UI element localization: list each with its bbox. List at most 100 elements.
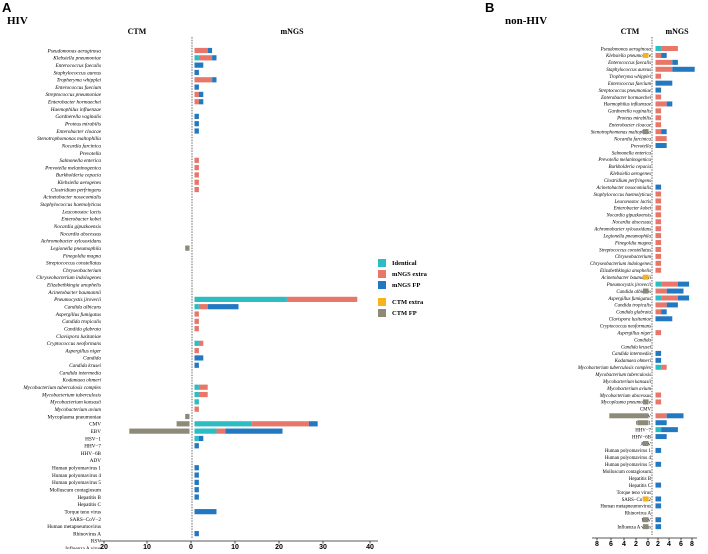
panel-b: B non-HIV CTM mNGS Pseudomonas aeruginos…	[485, 0, 697, 548]
category-label: Pseudomonas aeruginosa	[47, 48, 102, 54]
bar-mngs-extra	[655, 260, 662, 266]
category-label: Klebsiella aerogenes	[57, 180, 101, 186]
category-label: Chryseobacterium	[615, 255, 652, 260]
category-label: Candida glabrata	[616, 311, 651, 316]
bar-identical	[655, 281, 662, 287]
category-label: Candida tropicalis	[62, 319, 101, 325]
bar-mngs-extra	[655, 129, 662, 135]
category-label: Acinetobacter baumannii	[47, 290, 101, 296]
bar-ctm-fp	[642, 524, 649, 530]
category-label: Klebsiella pneumoniae	[605, 54, 652, 59]
bar-mngs-extra	[655, 191, 662, 197]
legend-swatch-mngs-fp	[378, 281, 386, 289]
category-label: Nocardia farcinica	[61, 142, 102, 149]
category-label: Candida intermedia	[612, 352, 652, 357]
x-tick-label: 40	[366, 544, 374, 549]
category-label: Pneumocystis jirovecii	[606, 283, 652, 288]
category-label: Human polyomavirus 4	[605, 456, 652, 461]
bar-mngs-fp	[655, 420, 667, 426]
bar-mngs-extra	[655, 101, 667, 107]
category-label: Candida albicans	[616, 290, 651, 295]
bar-mngs-fp	[672, 66, 695, 72]
category-label: Streptococcus constellatus	[599, 248, 651, 253]
category-label: Candida	[634, 338, 651, 343]
category-label: Enterobacter cloacae	[55, 129, 101, 135]
category-label: Achromobacter xylosoxidans	[40, 239, 101, 245]
bar-mngs-fp	[655, 517, 662, 523]
category-label: Mycobacterium avium	[53, 407, 101, 413]
bar-mngs-fp	[655, 87, 662, 93]
bar-ctm-extra	[642, 52, 649, 58]
legend-swatch-ctm-extra	[378, 298, 386, 306]
bar-mngs-fp	[194, 84, 199, 90]
category-label: Clavispora lusitaniae	[56, 334, 102, 340]
bar-identical	[655, 427, 662, 433]
legend-label-ctm-extra: CTM extra	[392, 299, 424, 306]
bar-mngs-extra	[655, 94, 662, 100]
category-label: Candida krusei	[69, 363, 101, 369]
bar-mngs-extra	[661, 295, 678, 301]
bar-mngs-extra	[194, 77, 213, 83]
category-label: Influenza A virus	[65, 545, 101, 549]
bar-mngs-extra	[194, 348, 199, 354]
bar-identical	[655, 46, 662, 51]
panel-b-title: non-HIV	[505, 15, 547, 27]
bar-mngs-fp	[677, 281, 690, 287]
category-label: Enterobacter hormaechei	[600, 96, 652, 101]
category-label: Stenotrophomonas maltophilia	[591, 130, 652, 135]
bar-mngs-fp	[655, 184, 662, 190]
category-label: Pseudomonas aeruginosa	[600, 47, 652, 52]
bar-mngs-extra	[655, 226, 662, 232]
panel-a-mngs-header: mNGS	[280, 27, 304, 36]
category-label: Staphylococcus haemolyticus	[594, 193, 652, 198]
category-label: Salmonella enterica	[612, 151, 652, 156]
category-label: Salmonella enterica	[59, 158, 101, 164]
category-label: HHV−7	[84, 444, 101, 450]
panel-a-label: A	[2, 0, 12, 15]
bar-ctm-fp	[642, 441, 649, 447]
legend-label-ctm-fp: CTM FP	[392, 310, 417, 317]
bar-mngs-fp	[661, 427, 678, 433]
bar-identical	[194, 304, 199, 310]
bar-mngs-extra	[251, 421, 309, 427]
bar-mngs-extra	[198, 384, 208, 390]
bar-mngs-extra	[655, 219, 662, 225]
category-label: Mycobacterium avium	[606, 387, 651, 392]
legend-swatch-ctm-fp	[378, 309, 386, 317]
bar-mngs-fp	[207, 47, 213, 54]
category-label: Candida intermedia	[59, 370, 101, 376]
bar-mngs-fp	[655, 350, 662, 356]
category-label: Candida glabrata	[64, 326, 101, 332]
category-label: Legionella pneumophila	[602, 234, 651, 239]
category-label: Enterobacter hormaechei	[47, 100, 102, 106]
category-label: Candida	[83, 356, 101, 362]
panel-a-ctm-header: CTM	[128, 27, 147, 36]
category-label: Finegoldia magna	[62, 253, 102, 259]
legend-swatch-mngs-extra	[378, 270, 386, 278]
bar-mngs-fp	[194, 472, 199, 478]
legend: Identical mNGS extra mNGS FP CTM extra C…	[378, 259, 428, 317]
category-label: Nocardia abscessus	[59, 231, 101, 237]
bar-mngs-fp	[661, 52, 667, 58]
bar-mngs-extra	[655, 59, 673, 65]
category-label: Nocardia gipuzkoensis	[605, 214, 651, 219]
bar-mngs-extra	[655, 233, 662, 239]
category-label: Mycobacterium abscessus	[599, 394, 651, 399]
category-label: Gardnerella vaginalis	[55, 114, 101, 120]
bar-mngs-extra	[655, 136, 667, 142]
bar-mngs-extra	[655, 267, 662, 273]
bar-mngs-extra	[198, 304, 208, 310]
category-label: Finegoldia magna	[614, 241, 652, 246]
bar-mngs-extra	[216, 428, 226, 434]
category-label: Molluscum contagiosum	[603, 470, 652, 475]
bar-mngs-extra	[655, 115, 662, 121]
bar-mngs-fp	[655, 447, 662, 453]
bar-mngs-fp	[212, 77, 217, 83]
legend-label-mngs-fp: mNGS FP	[392, 282, 420, 289]
category-label: SARS−CoV−2	[622, 498, 652, 503]
category-label: Cryptococcus neoformans	[600, 325, 651, 330]
bar-mngs-extra	[655, 392, 662, 398]
category-label: Candida krusei	[621, 345, 652, 350]
bar-mngs-extra	[655, 246, 662, 252]
category-label: Prevotella	[630, 144, 652, 149]
